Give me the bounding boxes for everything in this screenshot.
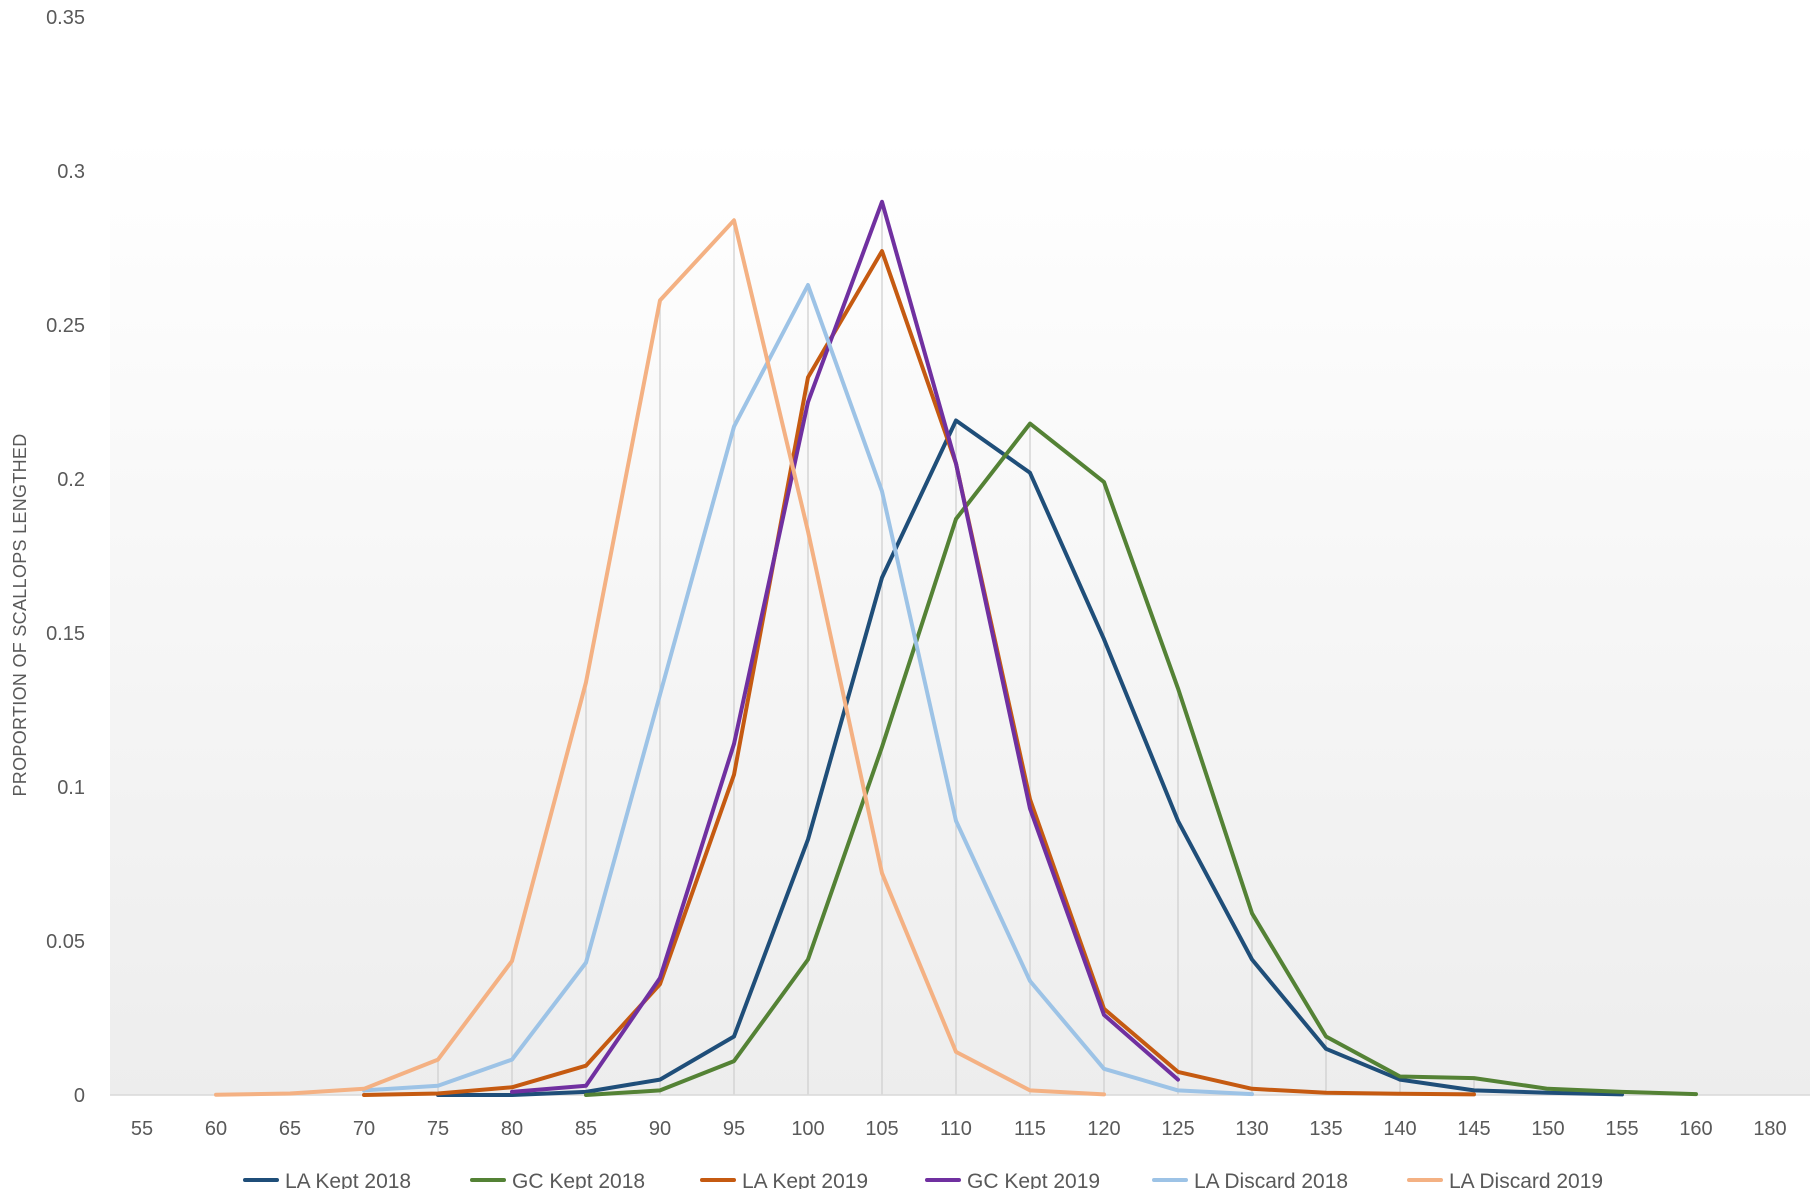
series-line-gc-kept-2018 [584,421,1698,1097]
x-tick-label: 100 [791,1118,824,1140]
y-tick-label: 0.35 [46,7,85,29]
x-tick-label: 140 [1383,1118,1416,1140]
legend: LA Kept 2018 GC Kept 2018 LA Kept 2019 GC K… [243,1170,1603,1193]
x-tick-label: 65 [279,1118,301,1140]
x-tick-label: 75 [427,1118,449,1140]
y-tick-label: 0.1 [57,777,85,799]
series-line-la-kept-2019 [362,249,1476,1097]
legend-item: GC Kept 2019 [925,1170,1100,1193]
series-lines [214,199,1698,1097]
x-tick-label: 95 [723,1118,745,1140]
legend-item: LA Discard 2018 [1152,1170,1348,1193]
series-line-gc-kept-2019 [510,199,1180,1094]
x-tick-label: 160 [1679,1118,1712,1140]
legend-item: LA Kept 2018 [243,1170,411,1193]
plot-background [110,135,1810,1095]
x-tick-label: 115 [1014,1118,1046,1140]
y-tick-label: 0.2 [57,469,85,491]
x-tick-label: 125 [1161,1118,1194,1140]
series-line-la-discard-2018 [362,283,1254,1097]
legend-item: GC Kept 2018 [470,1170,645,1193]
legend-label: LA Discard 2018 [1194,1170,1348,1189]
legend-item: LA Kept 2019 [700,1170,868,1193]
x-tick-label: 90 [649,1118,671,1140]
legend-item: LA Discard 2019 [1407,1170,1603,1193]
x-tick-label: 145 [1457,1118,1490,1140]
x-tick-label: 70 [353,1118,375,1140]
series-line-la-discard-2019 [214,218,1106,1097]
y-axis-title: PROPORTION OF SCALLOPS LENGTHED [10,433,30,796]
legend-label: LA Discard 2019 [1449,1170,1603,1189]
x-tick-label: 85 [575,1118,597,1140]
y-axis: 0 0.05 0.1 0.15 0.2 0.25 0.3 0.35 [46,7,85,1107]
x-tick-label: 135 [1309,1118,1342,1140]
y-tick-label: 0.15 [46,623,85,645]
x-axis: 55 60 65 70 75 80 85 90 95 100 105 110 115 120 125 130 1… [131,1118,1787,1140]
legend-label: LA Kept 2018 [285,1170,411,1189]
x-tick-label: 110 [940,1118,972,1140]
legend-label: GC Kept 2019 [967,1170,1100,1189]
y-tick-label: 0 [74,1085,85,1107]
x-tick-label: 150 [1531,1118,1564,1140]
legend-label: GC Kept 2018 [512,1170,645,1189]
y-tick-label: 0.3 [57,161,85,183]
series-line-la-kept-2018 [436,418,1624,1097]
x-tick-label: 155 [1605,1118,1638,1140]
x-tick-label: 105 [865,1118,898,1140]
legend-label: LA Kept 2019 [742,1170,868,1189]
y-tick-label: 0.25 [46,315,85,337]
x-tick-label: 55 [131,1118,153,1140]
y-tick-label: 0.05 [46,931,85,953]
x-tick-label: 130 [1235,1118,1268,1140]
x-tick-label: 80 [501,1118,523,1140]
x-tick-label: 180 [1753,1118,1786,1140]
x-tick-label: 60 [205,1118,227,1140]
x-tick-label: 120 [1087,1118,1120,1140]
